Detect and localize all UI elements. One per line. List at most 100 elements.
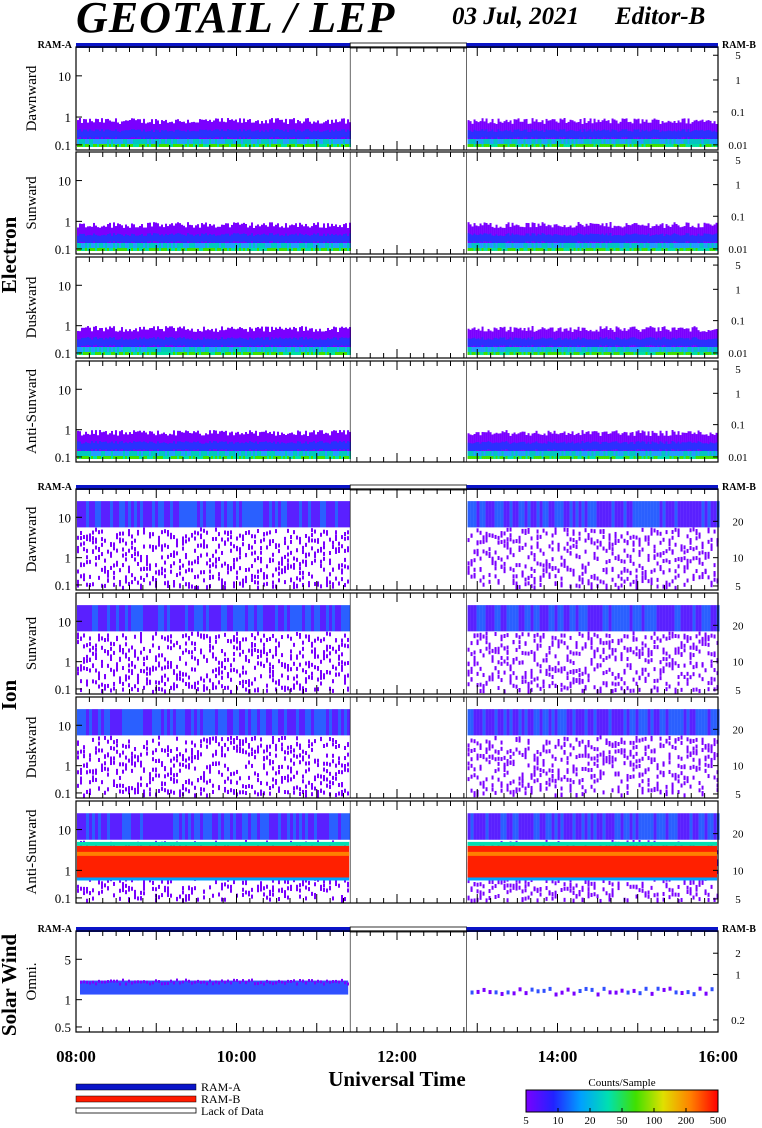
electron-flux-mark xyxy=(205,339,207,348)
electron-flux-mark xyxy=(87,451,89,457)
electron-flux-mark xyxy=(529,243,532,249)
electron-flux-mark xyxy=(189,234,191,243)
electron-flux-mark xyxy=(271,129,273,138)
electron-flux-mark xyxy=(189,352,191,355)
electron-flux-mark xyxy=(527,248,530,251)
electron-flux-mark xyxy=(553,243,556,249)
electron-flux-mark xyxy=(179,347,181,353)
electron-flux-mark xyxy=(525,339,528,348)
electron-flux-mark xyxy=(557,443,560,452)
electron-flux-mark xyxy=(541,352,544,355)
electron-flux-mark xyxy=(471,443,474,452)
electron-flux-mark xyxy=(681,248,684,251)
electron-flux-mark xyxy=(233,451,235,457)
electron-flux-mark xyxy=(121,130,123,139)
electron-flux-mark xyxy=(211,451,213,457)
electron-flux-mark xyxy=(83,347,85,353)
electron-flux-mark xyxy=(567,451,570,457)
electron-flux-mark xyxy=(525,456,528,459)
electron-flux-mark xyxy=(203,243,205,249)
electron-flux-mark xyxy=(687,347,690,353)
electron-flux-mark xyxy=(485,139,488,145)
electron-flux-mark xyxy=(175,248,177,251)
electron-flux-mark xyxy=(331,352,333,355)
electron-flux-mark xyxy=(573,456,576,459)
electron-flux-mark xyxy=(327,144,329,147)
ion-flux-mark xyxy=(203,528,205,533)
electron-flux-mark xyxy=(519,337,522,346)
electron-flux-mark xyxy=(605,456,608,459)
electron-flux-mark xyxy=(269,248,271,251)
electron-flux-mark xyxy=(307,248,309,251)
ion-flux-mark xyxy=(104,558,106,563)
electron-flux-mark xyxy=(471,144,474,147)
electron-flux-mark xyxy=(305,337,307,346)
electron-flux-mark xyxy=(625,456,628,459)
electron-flux-mark xyxy=(535,451,538,457)
electron-flux-mark xyxy=(481,441,484,450)
electron-flux-mark xyxy=(287,352,289,355)
electron-flux-mark xyxy=(311,235,313,244)
electron-flux-mark xyxy=(715,338,718,347)
electron-flux-mark xyxy=(547,347,550,353)
electron-flux-mark xyxy=(243,352,245,355)
electron-flux-mark xyxy=(163,144,165,147)
electron-flux-mark xyxy=(267,456,269,459)
electron-flux-mark xyxy=(519,144,522,147)
electron-flux-mark xyxy=(539,243,542,249)
electron-flux-mark xyxy=(293,234,295,243)
electron-flux-mark xyxy=(533,339,536,348)
electron-flux-mark xyxy=(707,144,710,147)
right-tick-label: 0.01 xyxy=(728,452,747,464)
electron-flux-mark xyxy=(341,442,343,451)
electron-flux-mark xyxy=(151,144,153,147)
electron-flux-mark xyxy=(283,347,285,353)
electron-flux-mark xyxy=(515,337,518,346)
electron-flux-mark xyxy=(167,235,169,244)
ion-flux-mark xyxy=(203,570,205,575)
electron-flux-mark xyxy=(615,451,618,457)
electron-flux-mark xyxy=(241,139,243,145)
right-tick-label: 5 xyxy=(735,260,741,272)
electron-flux-mark xyxy=(157,144,159,147)
ion-flux-mark xyxy=(95,562,97,567)
electron-flux-mark xyxy=(685,233,688,242)
electron-flux-mark xyxy=(707,248,710,251)
electron-flux-mark xyxy=(295,248,297,251)
electron-flux-mark xyxy=(625,129,628,138)
ion-flux-mark xyxy=(137,501,140,528)
electron-flux-mark xyxy=(709,130,712,139)
electron-flux-mark xyxy=(475,347,478,353)
electron-flux-mark xyxy=(647,144,650,147)
electron-flux-mark xyxy=(235,442,237,451)
electron-flux-mark xyxy=(285,144,287,147)
electron-flux-mark xyxy=(637,129,640,138)
electron-flux-mark xyxy=(671,337,674,346)
electron-flux-mark xyxy=(209,339,211,348)
electron-flux-mark xyxy=(301,234,303,243)
electron-flux-mark xyxy=(529,347,532,353)
electron-flux-mark xyxy=(469,139,472,145)
electron-flux-mark xyxy=(91,144,93,147)
electron-flux-mark xyxy=(605,243,608,249)
electron-flux-mark xyxy=(105,144,107,147)
electron-flux-mark xyxy=(653,352,656,355)
electron-flux-mark xyxy=(95,144,97,147)
electron-flux-mark xyxy=(85,235,87,244)
electron-flux-mark xyxy=(255,347,257,353)
electron-flux-mark xyxy=(481,129,484,138)
electron-flux-mark xyxy=(193,456,195,459)
ion-flux-mark xyxy=(176,551,178,556)
ion-flux-mark xyxy=(113,575,115,580)
electron-flux-mark xyxy=(645,337,648,346)
electron-flux-mark xyxy=(191,352,193,355)
electron-flux-mark xyxy=(665,139,668,145)
electron-flux-mark xyxy=(315,139,317,145)
electron-flux-mark xyxy=(273,451,275,457)
electron-flux-mark xyxy=(135,338,137,347)
electron-flux-mark xyxy=(189,456,191,459)
electron-flux-mark xyxy=(685,352,688,355)
electron-flux-mark xyxy=(249,347,251,353)
electron-flux-mark xyxy=(613,352,616,355)
electron-flux-mark xyxy=(287,338,289,347)
